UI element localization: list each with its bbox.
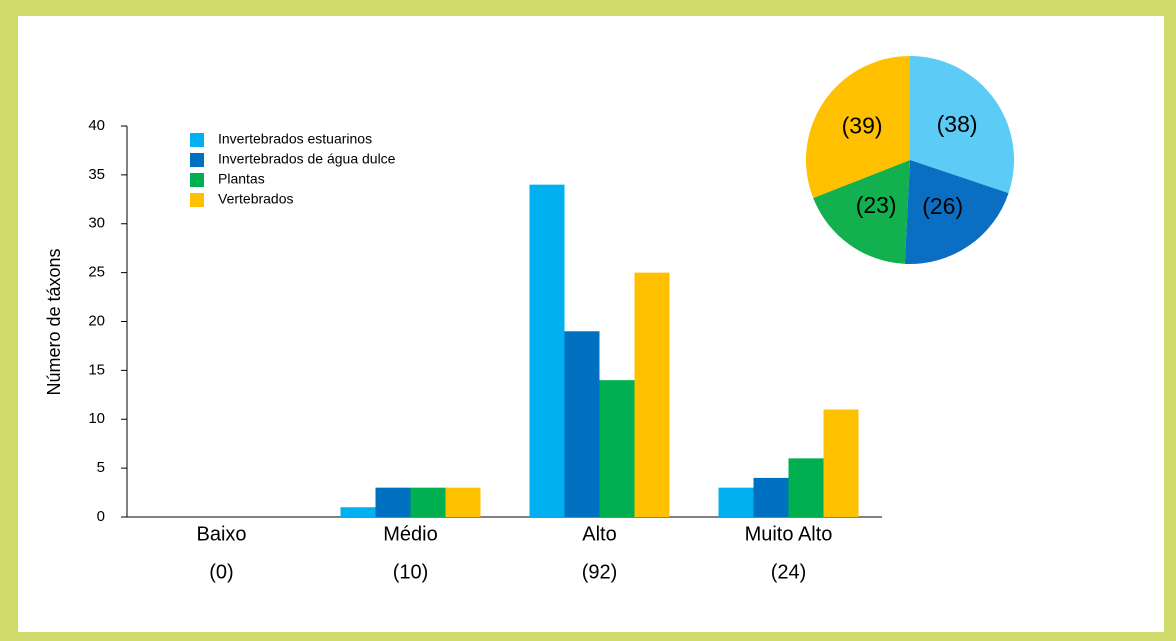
pie-label: (26): [922, 193, 963, 219]
y-tick-label: 10: [88, 410, 105, 427]
bar: [564, 331, 600, 517]
bar: [788, 458, 824, 517]
category-total: (10): [393, 561, 429, 583]
legend-label: Invertebrados estuarinos: [218, 131, 372, 147]
x-tick-label: Baixo: [196, 523, 246, 545]
bar: [718, 487, 754, 517]
legend-label: Plantas: [218, 171, 265, 187]
bar: [823, 409, 859, 517]
legend-swatch: [190, 193, 204, 207]
pie-slice: [806, 56, 910, 198]
y-tick-label: 15: [88, 361, 105, 378]
bar: [410, 487, 446, 517]
y-axis-title: Número de táxons: [44, 248, 64, 395]
category-total: (92): [582, 561, 618, 583]
legend-swatch: [190, 153, 204, 167]
pie-slice: [904, 160, 1009, 264]
bar: [529, 184, 565, 517]
pie-slice: [910, 56, 1015, 194]
pie-label: (39): [842, 112, 883, 138]
pie-label: (38): [937, 111, 978, 137]
category-total: (24): [771, 561, 807, 583]
legend-label: Vertebrados: [218, 191, 294, 207]
y-tick-label: 20: [88, 312, 105, 329]
y-tick-label: 40: [88, 117, 105, 134]
bar: [634, 272, 670, 517]
y-tick-label: 25: [88, 264, 105, 281]
y-tick-label: 0: [97, 508, 105, 525]
legend-label: Invertebrados de água dulce: [218, 151, 396, 167]
category-total: (0): [209, 561, 233, 583]
x-tick-label: Alto: [582, 523, 616, 545]
bar: [445, 487, 481, 517]
pie-label: (23): [856, 192, 897, 218]
y-tick-label: 30: [88, 215, 105, 232]
x-tick-label: Muito Alto: [745, 523, 833, 545]
legend-swatch: [190, 133, 204, 147]
bar: [599, 380, 635, 517]
bar: [753, 477, 789, 517]
x-tick-label: Médio: [383, 523, 437, 545]
bar: [375, 487, 411, 517]
bar: [340, 507, 376, 517]
pie-slice: [813, 160, 910, 264]
y-tick-label: 35: [88, 166, 105, 183]
legend-swatch: [190, 173, 204, 187]
y-tick-label: 5: [97, 459, 105, 476]
